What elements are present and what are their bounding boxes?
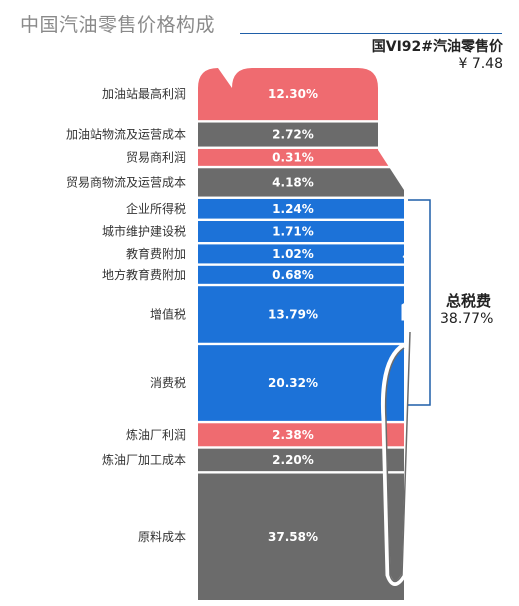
segment-label-11: 炼油厂利润 [126,427,186,442]
segment-8 [198,265,404,284]
segment-label-2: 加油站物流及运营成本 [66,128,186,142]
pump-hose [380,329,415,586]
segment-label-5: 企业所得税 [126,201,186,216]
segment-label-7: 教育费附加 [126,246,186,261]
segment-label-6: 城市维护建设税 [102,224,186,239]
segment-9 [198,286,404,343]
segment-7 [198,244,404,264]
tax-total-value: 38.77% [440,311,494,327]
segment-label-10: 消费税 [150,376,186,390]
segment-label-12: 炼油厂加工成本 [102,452,186,467]
segment-11 [198,423,404,447]
segment-value-13: 37.58% [268,530,318,544]
segment-12 [198,448,404,472]
segment-value-2: 2.72% [272,128,314,142]
segment-3 [198,148,404,166]
segment-13 [198,473,404,600]
segment-label-1: 加油站最高利润 [102,86,186,101]
segment-value-8: 0.68% [272,268,314,282]
pump-nozzle-icon [401,252,419,348]
segment-label-13: 原料成本 [138,530,186,544]
segment-label-4: 贸易商物流及运营成本 [66,174,186,189]
retail-price-value: ¥ 7.48 [458,56,503,72]
segment-label-3: 贸易商利润 [126,149,186,164]
segment-value-4: 4.18% [272,175,314,189]
segment-value-5: 1.24% [272,202,314,216]
tax-bracket [408,199,431,406]
segment-value-9: 13.79% [268,307,318,321]
segment-value-11: 2.38% [272,428,314,442]
segment-5 [198,198,404,219]
segment-value-10: 20.32% [268,376,318,390]
segment-6 [198,220,404,243]
segment-10 [198,345,404,421]
segment-value-6: 1.71% [272,225,314,239]
pump-hose-outline [384,331,411,583]
tax-total-label: 总税费 [446,292,492,310]
segment-labels: 12.30% 加油站最高利润 2.72% 加油站物流及运营成本 0.31% 贸易商利润 4.… [66,86,318,544]
segment-4 [198,168,404,197]
segment-label-8: 地方教育费附加 [102,267,186,282]
segment-value-1: 12.30% [268,87,318,101]
pump-segments [198,68,404,600]
segment-label-9: 增值税 [150,306,186,321]
retail-price-label: 国VI92#汽油零售价 [371,39,503,55]
chart-title: 中国汽油零售价格构成 [20,14,216,36]
segment-2 [198,122,404,147]
title-underline [240,33,502,34]
segment-value-3: 0.31% [272,150,314,164]
segment-value-12: 2.20% [272,453,314,467]
segment-value-7: 1.02% [272,247,314,261]
